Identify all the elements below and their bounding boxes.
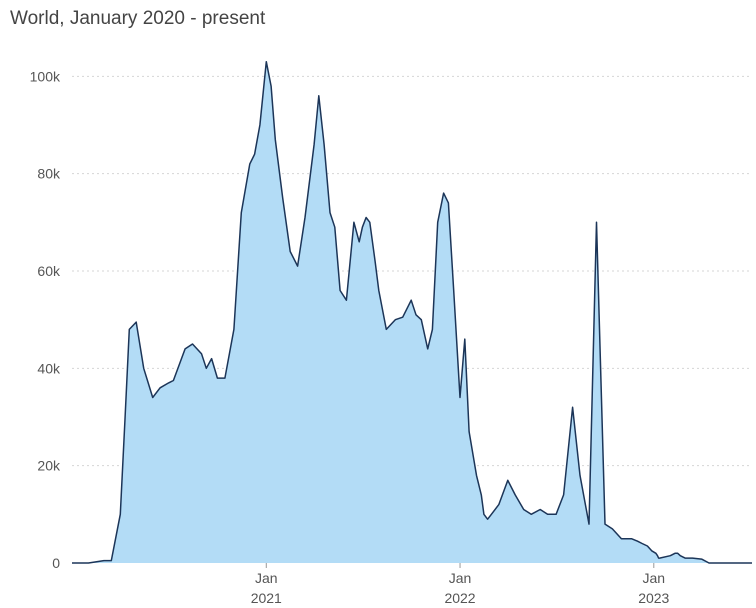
x-tick-label-year: 2021 — [251, 590, 282, 606]
data-area — [72, 60, 752, 564]
x-tick-label-year: 2023 — [638, 590, 669, 606]
y-tick-label: 80k — [37, 166, 61, 182]
y-tick-label: 60k — [37, 263, 61, 279]
series-area-fill — [72, 61, 752, 563]
chart-title: World, January 2020 - present — [10, 8, 266, 29]
y-tick-label: 0 — [52, 555, 60, 571]
y-tick-label: 40k — [37, 360, 61, 376]
x-tick-label-month: Jan — [643, 570, 666, 586]
x-tick-label-month: Jan — [255, 570, 278, 586]
y-axis-ticks: 0 20k 40k 60k 80k 100k — [30, 68, 61, 571]
y-tick-label: 20k — [37, 458, 61, 474]
x-axis-ticks: Jan 2021 Jan 2022 Jan 2023 — [251, 563, 670, 606]
x-tick-label-year: 2022 — [444, 590, 475, 606]
x-tick-label-month: Jan — [449, 570, 472, 586]
series-line — [72, 60, 752, 564]
y-tick-label: 100k — [30, 68, 61, 84]
